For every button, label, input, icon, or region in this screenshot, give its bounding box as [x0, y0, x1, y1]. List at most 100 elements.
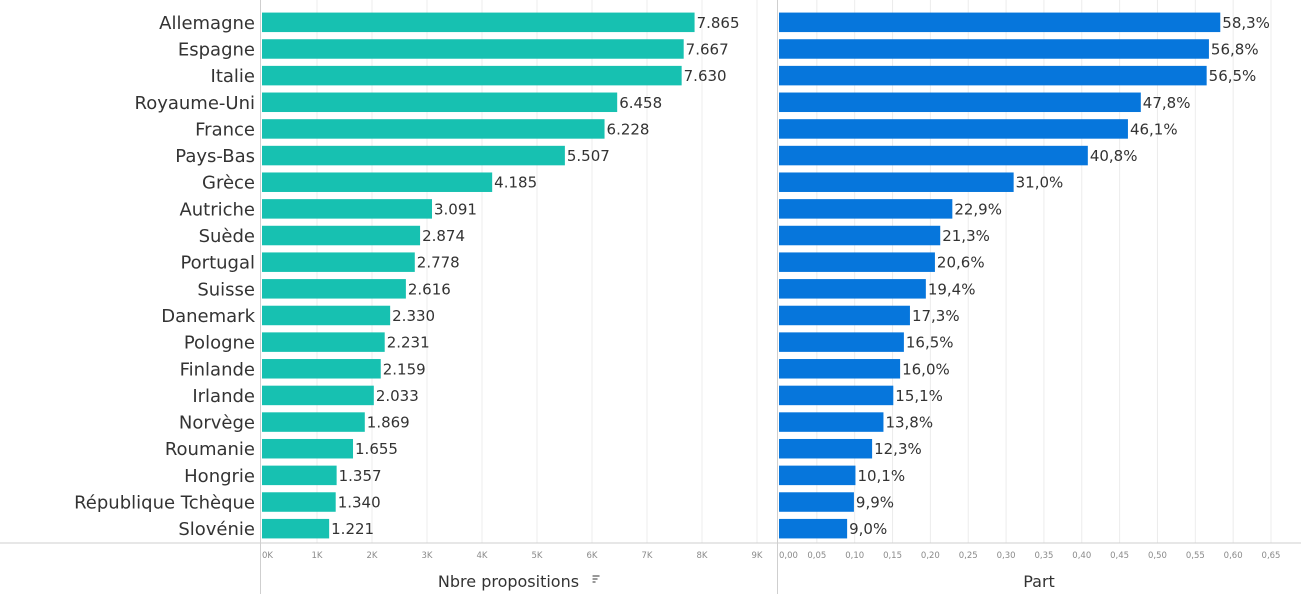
- bar: [262, 465, 337, 486]
- sort-descending-icon: [592, 575, 600, 583]
- data-label: 5.507: [567, 147, 610, 165]
- category-label: Portugal: [180, 253, 255, 274]
- category-label: Finlande: [180, 359, 255, 380]
- bar: [779, 92, 1141, 113]
- tick-label: 0,65: [1262, 551, 1281, 561]
- tick-label: 0,10: [845, 551, 864, 561]
- data-label: 10,1%: [857, 467, 905, 485]
- bar: [262, 12, 695, 33]
- data-label: 2.033: [376, 387, 419, 405]
- bar: [779, 438, 873, 459]
- data-label: 19,4%: [928, 280, 976, 298]
- tick-label: 0,30: [997, 551, 1016, 561]
- category-label: République Tchèque: [74, 493, 255, 514]
- category-label: Danemark: [161, 306, 255, 327]
- bar: [779, 199, 953, 219]
- tick-label: 0,60: [1224, 551, 1243, 561]
- category-label: Allemagne: [159, 13, 255, 34]
- category-label: Espagne: [178, 39, 255, 60]
- bar: [779, 465, 856, 486]
- bar: [779, 145, 1088, 166]
- data-label: 1.221: [331, 520, 374, 538]
- tick-label: 7K: [642, 551, 653, 561]
- data-label: 22,9%: [954, 200, 1002, 218]
- bar: [779, 305, 910, 326]
- bar: [779, 65, 1207, 86]
- bar: [262, 412, 365, 432]
- data-label: 3.091: [434, 200, 477, 218]
- category-label: Hongrie: [184, 466, 255, 487]
- tick-label: 1K: [312, 551, 323, 561]
- bar: [262, 305, 391, 326]
- data-label: 9,9%: [856, 494, 894, 512]
- tick-label: 3K: [422, 551, 433, 561]
- category-label: Slovénie: [178, 519, 255, 540]
- data-label: 16,0%: [902, 360, 950, 378]
- bar: [779, 385, 894, 406]
- data-label: 12,3%: [874, 440, 922, 458]
- category-label: Suisse: [197, 279, 255, 300]
- bar: [262, 172, 493, 192]
- bar: [779, 492, 854, 512]
- tick-label: 0,00: [779, 551, 798, 561]
- data-label: 58,3%: [1222, 14, 1270, 32]
- data-label: 2.616: [408, 280, 451, 298]
- bar: [262, 279, 406, 299]
- data-label: 1.357: [339, 467, 382, 485]
- bar: [779, 39, 1209, 59]
- bar: [262, 438, 354, 459]
- category-label: Norvège: [179, 413, 255, 434]
- tick-label: 0K: [262, 551, 273, 561]
- bar: [262, 332, 385, 352]
- category-label: Suède: [199, 226, 255, 247]
- category-label: Pays-Bas: [175, 146, 255, 167]
- data-label: 7.630: [684, 67, 727, 85]
- category-label: Autriche: [179, 199, 255, 220]
- data-label: 2.874: [422, 227, 465, 245]
- bar: [262, 385, 374, 406]
- bar: [262, 92, 618, 113]
- data-label: 7.667: [686, 40, 729, 58]
- bar: [262, 119, 605, 139]
- data-label: 13,8%: [885, 414, 933, 432]
- axis-title: Nbre propositions: [438, 572, 579, 591]
- data-label: 7.865: [697, 14, 740, 32]
- bar: [262, 199, 433, 219]
- data-label: 6.458: [619, 94, 662, 112]
- tick-label: 2K: [367, 551, 378, 561]
- bar: [779, 332, 904, 352]
- data-label: 6.228: [607, 120, 650, 138]
- bar: [779, 225, 941, 246]
- data-label: 9,0%: [849, 520, 887, 538]
- data-label: 16,5%: [906, 334, 954, 352]
- bar: [779, 518, 848, 539]
- bar: [262, 145, 565, 166]
- tick-label: 0,20: [921, 551, 940, 561]
- category-label: France: [195, 119, 255, 140]
- data-label: 56,8%: [1211, 40, 1259, 58]
- data-label: 21,3%: [942, 227, 990, 245]
- bar: [779, 119, 1128, 139]
- category-label: Grèce: [202, 173, 255, 194]
- bar: [262, 492, 336, 512]
- category-label: Irlande: [192, 386, 255, 407]
- data-label: 17,3%: [912, 307, 960, 325]
- data-label: 46,1%: [1130, 120, 1178, 138]
- data-label: 1.655: [355, 440, 398, 458]
- tick-label: 0,50: [1148, 551, 1167, 561]
- bar: [262, 359, 381, 379]
- bar: [262, 65, 682, 86]
- data-label: 56,5%: [1209, 67, 1257, 85]
- tick-label: 4K: [477, 551, 488, 561]
- bar: [779, 252, 935, 272]
- axis-title: Part: [1023, 572, 1055, 591]
- bar: [262, 39, 684, 59]
- tick-label: 0,15: [883, 551, 902, 561]
- tick-label: 6K: [587, 551, 598, 561]
- data-label: 4.185: [494, 174, 537, 192]
- bar: [262, 518, 330, 539]
- category-label: Pologne: [184, 333, 255, 354]
- category-label: Roumanie: [165, 439, 255, 460]
- data-label: 31,0%: [1016, 174, 1064, 192]
